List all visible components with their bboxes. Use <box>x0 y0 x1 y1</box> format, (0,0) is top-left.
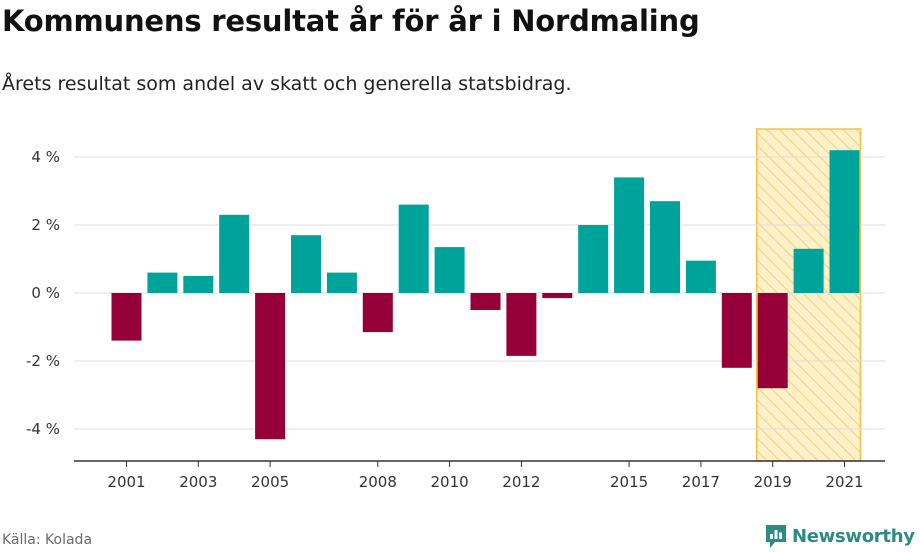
bar-2013: 2013: -0.15 % <box>542 293 573 299</box>
x-tick-label: 2008 <box>359 473 397 491</box>
x-tick-label: 2001 <box>107 473 145 491</box>
bar-2015: 2015: 3.4 % <box>614 177 645 293</box>
bar-2014: 2014: 2 % <box>578 225 609 293</box>
bar-2009: 2009: 2.6 % <box>398 204 429 293</box>
bar-2019: 2019: -2.8 % <box>757 293 788 389</box>
bar-2021: 2021: 4.2 % <box>829 150 860 293</box>
y-tick-label: -2 % <box>26 352 60 370</box>
x-tick-label: 2010 <box>431 473 469 491</box>
chart-subtitle: Årets resultat som andel av skatt och ge… <box>2 73 572 95</box>
bar-2011: 2011: -0.5 % <box>470 293 501 310</box>
newsworthy-logo[interactable]: Newsworthy <box>764 521 915 551</box>
y-tick-label: 4 % <box>31 148 60 166</box>
x-tick-label: 2003 <box>179 473 217 491</box>
x-tick-label: 2012 <box>502 473 540 491</box>
y-tick-label: -4 % <box>26 420 60 438</box>
bar-2004: 2004: 2.3 % <box>219 214 250 293</box>
bar-2020: 2020: 1.3 % <box>793 248 824 293</box>
bar-2018: 2018: -2.2 % <box>721 293 752 368</box>
bar-2010: 2010: 1.35 % <box>434 247 465 293</box>
x-tick-label: 2015 <box>610 473 648 491</box>
bar-2017: 2017: 0.95 % <box>685 260 716 293</box>
bar-2007: 2007: 0.6 % <box>326 272 357 293</box>
x-tick-label: 2005 <box>251 473 289 491</box>
x-tick-label: 2017 <box>682 473 720 491</box>
newsworthy-chart-bubble-icon <box>766 525 786 548</box>
y-tick-label: 0 % <box>31 284 60 302</box>
bar-2001: 2001: -1.4 % <box>111 293 142 341</box>
bar-2006: 2006: 1.7 % <box>291 235 321 293</box>
x-tick-label: 2021 <box>825 473 863 491</box>
bar-2012: 2012: -1.85 % <box>506 293 537 356</box>
bar-2003: 2003: 0.5 % <box>183 276 214 293</box>
y-tick-label: 2 % <box>31 216 60 234</box>
bar-2002: 2002: 0.6 % <box>147 272 178 293</box>
chart-title: Kommunens resultat år för år i Nordmalin… <box>2 4 700 38</box>
bar-2008: 2008: -1.15 % <box>362 293 393 333</box>
bar-2016: 2016: 2.7 % <box>650 201 680 293</box>
x-tick-label: 2019 <box>754 473 792 491</box>
source-note: Källa: Kolada <box>2 532 93 548</box>
bar-2005: 2005: -4.3 % <box>255 293 286 440</box>
brand-name: Newsworthy <box>792 525 915 547</box>
